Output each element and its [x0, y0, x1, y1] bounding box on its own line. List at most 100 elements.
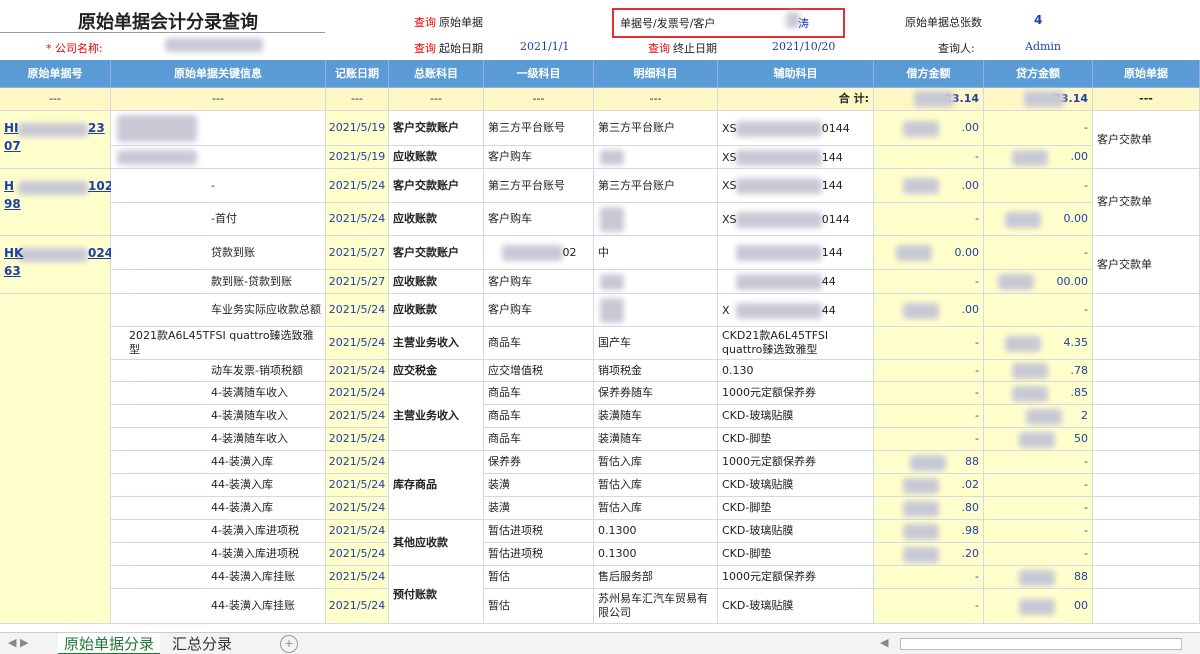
column-header: 贷方金额 — [984, 60, 1093, 88]
cell: CKD-玻璃贴膜 — [718, 405, 874, 428]
cell — [1093, 294, 1200, 327]
cell: 2021/5/24 — [326, 566, 389, 589]
cell: 商品车 — [484, 382, 594, 405]
cell: 应收账款 — [389, 270, 484, 294]
cell-text: XS — [722, 179, 737, 192]
query-button[interactable]: 查询 — [414, 16, 436, 29]
cell: 4-装潢随车收入 — [111, 405, 326, 428]
start-date[interactable]: 2021/1/1 — [520, 40, 570, 53]
cell: 2021/5/24 — [326, 382, 389, 405]
cell: 暂估入库 — [594, 451, 718, 474]
cell: 应交增值税 — [484, 360, 594, 382]
column-header: 辅助科目 — [718, 60, 874, 88]
sheet-tab[interactable]: 汇总分录 — [172, 635, 233, 653]
debit-cell: - — [874, 360, 984, 382]
cell-text: X — [722, 303, 730, 317]
doc-no-cell — [0, 169, 111, 236]
doc-no: 024 — [88, 246, 114, 260]
sheet-tab-active[interactable]: 原始单据分录 — [58, 633, 161, 654]
cell: 商品车 — [484, 327, 594, 360]
query-button[interactable]: 查询 — [414, 42, 436, 55]
cell: CKD-脚垫 — [718, 543, 874, 566]
query-button[interactable]: 查询 — [648, 42, 670, 55]
credit-cell: 4.35 — [984, 327, 1093, 360]
label: 终止日期 — [673, 42, 717, 55]
cell: 车业务实际应收款总额 — [111, 294, 326, 327]
debit-cell: - — [874, 566, 984, 589]
credit-cell: - — [984, 236, 1093, 270]
cell: 款到账-贷款到账 — [111, 270, 326, 294]
cell: 商品车 — [484, 405, 594, 428]
cell-text: 144 — [821, 179, 843, 192]
cell-text: 0144 — [821, 212, 850, 226]
debit-cell: - — [874, 203, 984, 236]
cell-text: 144 — [821, 246, 843, 259]
cell: 客户交款账户 — [389, 169, 484, 203]
blur — [903, 546, 939, 563]
cell: 2021/5/24 — [326, 428, 389, 451]
doc-no: 07 — [4, 139, 21, 153]
search-value[interactable]: 涛 — [798, 17, 809, 30]
cell: 保养券随车 — [594, 382, 718, 405]
debit-cell: - — [874, 589, 984, 624]
blur — [1026, 408, 1062, 425]
cell: 客户购车 — [484, 294, 594, 327]
cell: 客户交款单 — [1093, 236, 1200, 294]
cell: 2021/5/24 — [326, 405, 389, 428]
cell: CKD-玻璃贴膜 — [718, 520, 874, 543]
blur — [736, 302, 822, 319]
cell-text: 44 — [821, 275, 836, 288]
cell — [1093, 520, 1200, 543]
cell: CKD-脚垫 — [718, 428, 874, 451]
cell — [1093, 382, 1200, 405]
blur — [903, 302, 939, 319]
cell: 应收账款 — [389, 203, 484, 236]
cell: 客户购车 — [484, 270, 594, 294]
scrollbar[interactable] — [900, 638, 1182, 650]
cell: 4-装潢入库进项税 — [111, 520, 326, 543]
user-label: 查询人: — [938, 42, 975, 55]
cell: 2021/5/24 — [326, 327, 389, 360]
debit-cell: - — [874, 327, 984, 360]
cell-text: XS — [722, 121, 737, 135]
cell: 第三方平台账户 — [594, 111, 718, 146]
doc-no: H — [4, 179, 15, 193]
blur — [736, 211, 822, 228]
title-rule — [0, 32, 325, 33]
doc-no: 23 — [88, 121, 105, 135]
cell: 国产车 — [594, 327, 718, 360]
summary-cell: --- — [0, 88, 111, 111]
summary-cell: --- — [389, 88, 484, 111]
label: 起始日期 — [439, 42, 483, 55]
search-box[interactable] — [612, 8, 845, 38]
cell: 第三方平台账号 — [484, 169, 594, 203]
cell: 2021/5/19 — [326, 111, 389, 146]
blur — [1012, 363, 1048, 379]
cell: 主营业务收入 — [389, 382, 484, 451]
cell — [1093, 451, 1200, 474]
cell: 2021/5/27 — [326, 236, 389, 270]
summary-cell: --- — [326, 88, 389, 111]
add-sheet[interactable]: + — [280, 635, 298, 653]
tab-nav[interactable]: ◀ ▶ — [8, 636, 29, 649]
blur — [600, 207, 624, 232]
h-scroll[interactable]: ◀ — [880, 636, 889, 649]
debit-cell: - — [874, 405, 984, 428]
cell: 装潢随车 — [594, 405, 718, 428]
cell: 暂估进项税 — [484, 520, 594, 543]
company-label: * 公司名称: — [46, 42, 103, 55]
cell: 2021/5/24 — [326, 474, 389, 497]
cell: 2021/5/24 — [326, 497, 389, 520]
blur — [910, 454, 946, 471]
end-date[interactable]: 2021/10/20 — [772, 40, 836, 53]
blur — [502, 245, 563, 261]
column-header: 借方金额 — [874, 60, 984, 88]
credit-cell: - — [984, 451, 1093, 474]
credit-cell: - — [984, 474, 1093, 497]
cell: 商品车 — [484, 428, 594, 451]
cell: CKD-脚垫 — [718, 497, 874, 520]
cell: 0.1300 — [594, 543, 718, 566]
blur — [736, 149, 822, 166]
cell — [1093, 405, 1200, 428]
column-header: 一级科目 — [484, 60, 594, 88]
